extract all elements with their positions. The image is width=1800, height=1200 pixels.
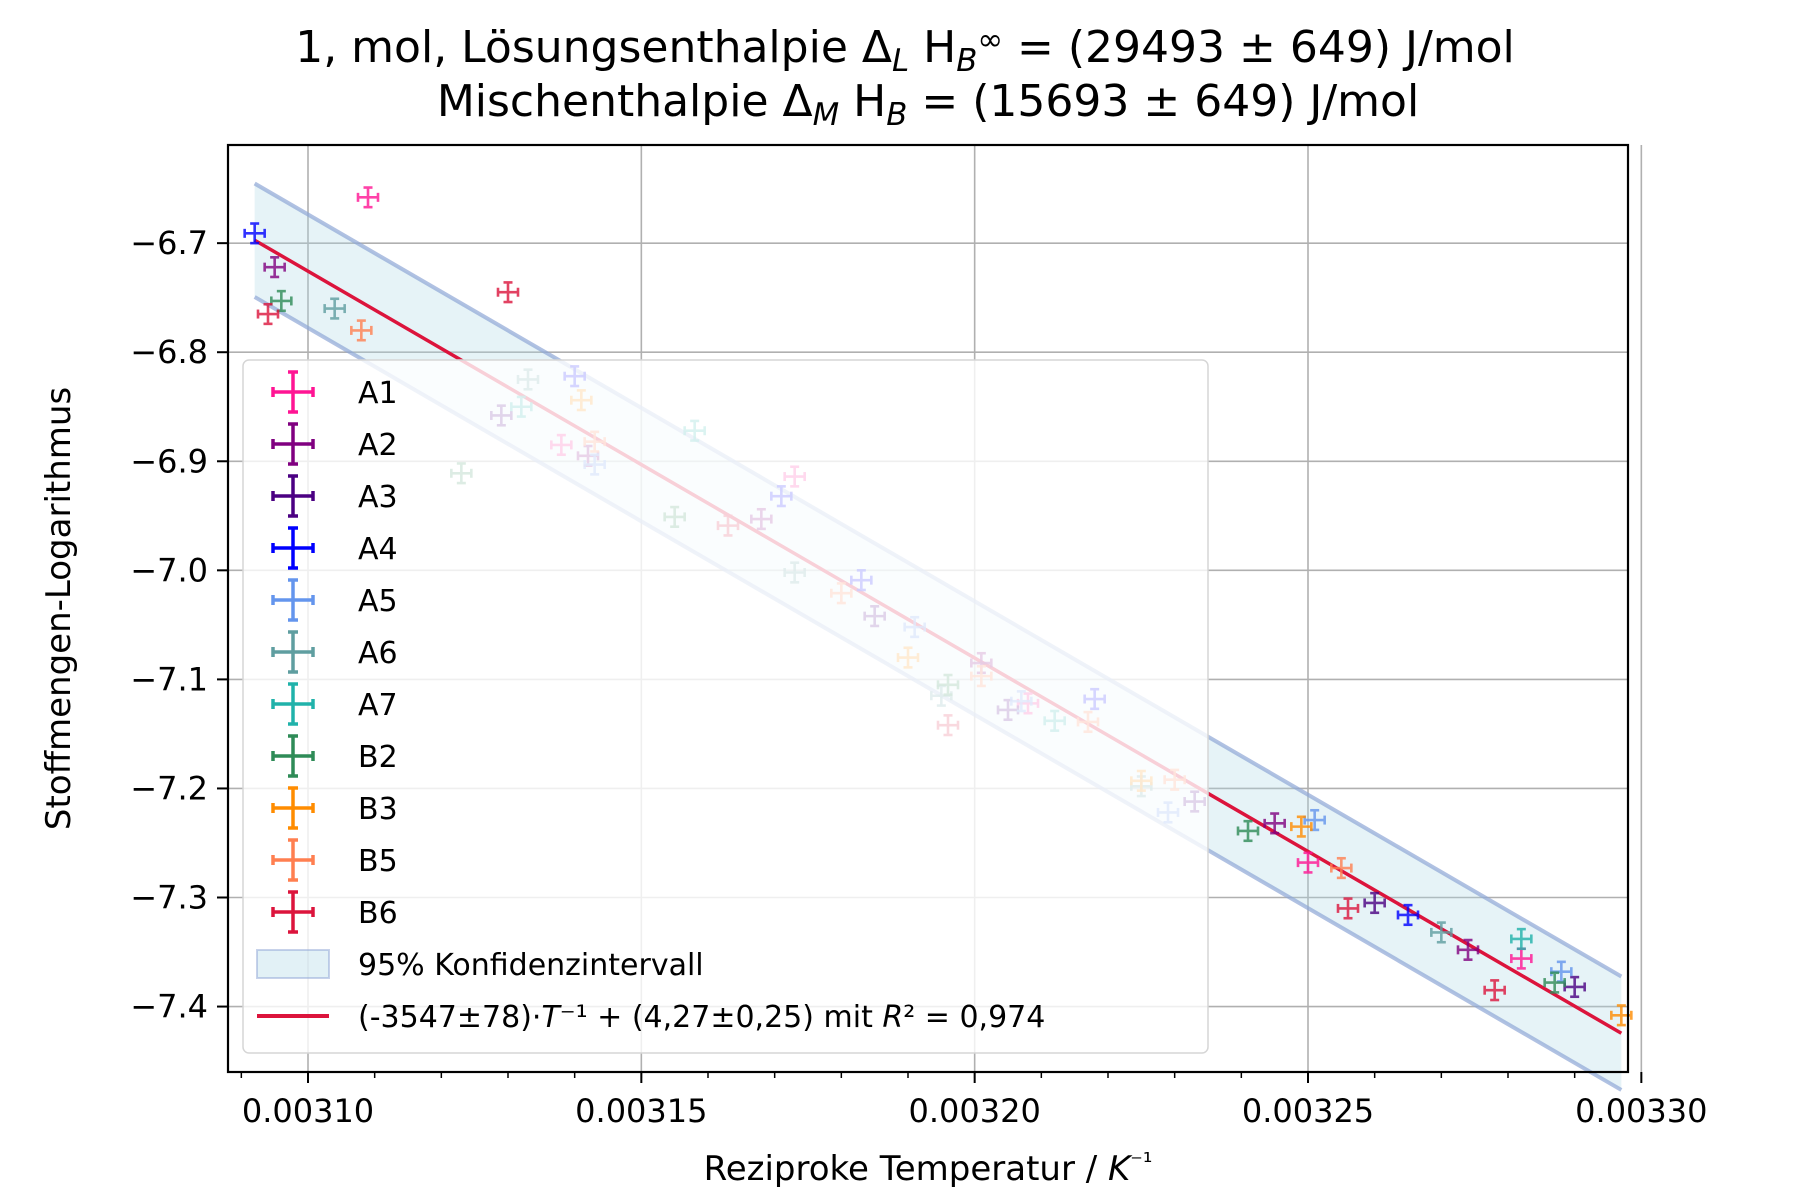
data-point <box>1430 921 1453 944</box>
data-point <box>1336 897 1360 920</box>
y-tick-label: −7.1 <box>130 660 208 698</box>
legend-item: B3 <box>271 786 398 830</box>
legend-label: A6 <box>358 636 398 671</box>
legend-item: B5 <box>271 838 398 882</box>
legend-marker <box>271 734 315 778</box>
legend-label: B6 <box>358 896 398 931</box>
legend-label: B5 <box>358 844 398 879</box>
data-point <box>1510 927 1533 951</box>
legend-label: 95% Konfidenzintervall <box>358 948 704 983</box>
x-tick-label: 0.00315 <box>575 1092 707 1130</box>
legend-marker <box>271 630 315 674</box>
legend-item: A3 <box>271 474 398 518</box>
y-tick-label: −7.3 <box>130 879 208 917</box>
data-point <box>1363 891 1386 915</box>
legend-band-swatch <box>256 949 330 979</box>
data-point <box>1456 938 1480 961</box>
legend-marker <box>271 838 315 882</box>
legend-item: A2 <box>271 422 398 466</box>
legend-marker <box>271 682 315 726</box>
data-point <box>1290 815 1313 838</box>
legend-marker <box>271 578 315 622</box>
legend-item: A6 <box>271 630 398 674</box>
data-point <box>1330 856 1353 880</box>
data-point <box>243 222 266 245</box>
data-point <box>1483 979 1506 1002</box>
legend-marker <box>271 474 315 518</box>
y-tick-label: −6.9 <box>130 442 208 480</box>
legend-item: B2 <box>271 734 398 778</box>
data-point <box>350 319 373 342</box>
data-point <box>263 256 286 279</box>
legend-marker <box>271 370 315 414</box>
data-point <box>323 297 346 320</box>
chart-title-line-1: 1, mol, Lösungsenthalpie ΔL HB∞ = (29493… <box>295 22 1515 79</box>
legend-item: 95% Konfidenzintervall <box>256 948 704 983</box>
legend-label: B3 <box>358 792 398 827</box>
data-point <box>256 302 280 326</box>
legend-label: A4 <box>358 532 398 567</box>
chart-title-line-2: Mischenthalpie ΔM HB = (15693 ± 649) J/m… <box>437 76 1419 133</box>
legend-marker <box>271 526 315 570</box>
x-tick-label: 0.00320 <box>909 1092 1041 1130</box>
data-point <box>1263 812 1286 835</box>
legend: A1 A2 A3 A4 A5 A6 A7 B2 B3 B5 B6 95% Konfidenzinter… <box>242 359 1209 1054</box>
chart-title: 1, mol, Lösungsenthalpie ΔL HB∞ = (29493… <box>295 22 1515 133</box>
legend-item: A5 <box>271 578 398 622</box>
data-point <box>1396 903 1420 927</box>
legend-label: A7 <box>358 688 398 723</box>
data-point <box>1296 851 1320 874</box>
legend-label: B2 <box>358 740 398 775</box>
axes: 0.00310 0.00315 0.00320 0.00325 0.00330 −6.7 −… <box>130 143 1707 1130</box>
data-point <box>496 281 520 304</box>
legend-item: A4 <box>271 526 398 570</box>
legend-label: A1 <box>358 376 398 411</box>
legend-label: A5 <box>358 584 398 619</box>
legend-label: A3 <box>358 480 398 515</box>
plot-frame <box>226 143 1630 1074</box>
legend-item: A7 <box>271 682 398 726</box>
legend-item: B6 <box>271 890 398 934</box>
x-tick-label: 0.00310 <box>242 1092 374 1130</box>
legend-marker <box>271 786 315 830</box>
y-axis-label: Stoffmengen-Logarithmus <box>39 387 79 830</box>
legend-marker <box>271 890 315 934</box>
legend-marker <box>271 422 315 466</box>
data-point <box>356 186 380 209</box>
data-point <box>1543 971 1566 994</box>
legend-label: (-3547±78)·T⁻¹ + (4,27±0,25) mit R² = 0,… <box>358 1000 1045 1035</box>
x-axis-label: Reziproke Temperatur / K⁻¹ <box>704 1148 1153 1189</box>
x-tick-label: 0.00325 <box>1242 1092 1374 1130</box>
y-tick-label: −6.8 <box>130 333 208 371</box>
data-point <box>1236 819 1260 843</box>
y-tick-label: −7.0 <box>130 551 208 589</box>
legend-label: A2 <box>358 428 398 463</box>
x-tick-label: 0.00330 <box>1575 1092 1707 1130</box>
legend-item: A1 <box>271 370 398 414</box>
y-tick-label: −7.4 <box>130 988 208 1026</box>
y-tick-label: −7.2 <box>130 769 208 807</box>
legend-box <box>242 359 1209 1054</box>
y-tick-label: −6.7 <box>130 224 208 262</box>
legend-item: (-3547±78)·T⁻¹ + (4,27±0,25) mit R² = 0,… <box>257 1000 1045 1035</box>
